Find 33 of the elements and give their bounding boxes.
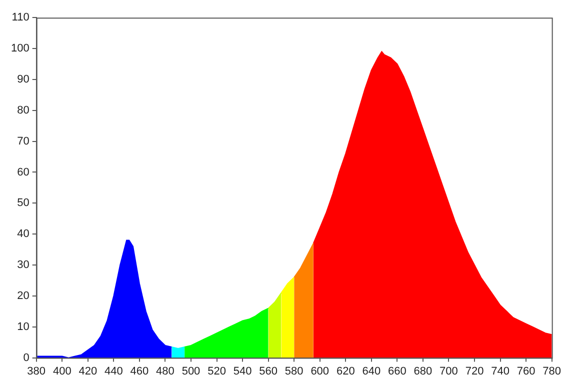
x-tick-label: 560	[259, 365, 278, 378]
x-tick-label: 500	[182, 365, 200, 378]
x-tick-label: 600	[310, 365, 330, 378]
x-tick-label: 420	[78, 365, 98, 378]
y-tick-label: 100	[10, 42, 30, 55]
x-tick-label: 660	[388, 365, 406, 378]
x-tick-label: 480	[156, 365, 174, 378]
y-tick-label: 40	[17, 228, 30, 240]
x-tick-label: 540	[233, 365, 252, 378]
y-tick-label: 30	[17, 259, 30, 272]
y-tick-label: 60	[17, 166, 30, 178]
x-tick-label: 440	[104, 365, 123, 378]
y-tick-label: 90	[17, 73, 30, 86]
y-tick-label: 0	[23, 352, 30, 364]
y-tick-label: 20	[17, 290, 30, 302]
x-tick-label: 740	[491, 365, 510, 378]
x-tick-label: 780	[542, 365, 562, 378]
y-tick-label: 70	[17, 135, 30, 148]
y-tick-label: 110	[12, 12, 30, 24]
x-tick-label: 760	[516, 365, 536, 378]
y-tick-label: 10	[17, 320, 30, 333]
x-tick-label: 400	[52, 365, 72, 378]
x-tick-label: 380	[27, 365, 46, 378]
x-tick-label: 720	[465, 365, 484, 378]
x-tick-label: 640	[362, 365, 381, 378]
x-tick-label: 700	[440, 365, 458, 378]
x-tick-label: 520	[208, 365, 226, 378]
x-tick-label: 620	[336, 365, 355, 378]
x-tick-label: 680	[414, 365, 432, 378]
x-tick-label: 580	[284, 365, 304, 378]
y-tick-label: 50	[17, 197, 30, 210]
y-tick-label: 80	[17, 104, 30, 116]
x-tick-label: 460	[130, 365, 149, 378]
